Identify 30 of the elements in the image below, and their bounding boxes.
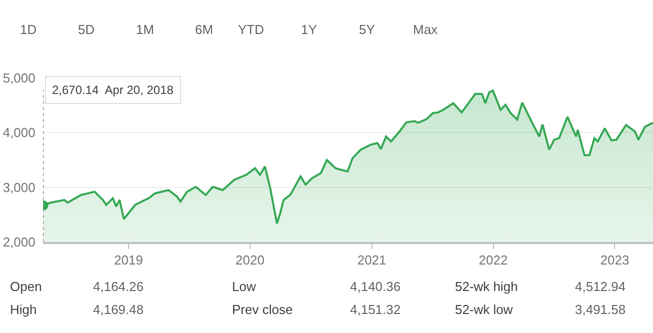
text: Open — [10, 279, 42, 294]
text: 6M — [195, 22, 214, 37]
text: 5D — [78, 22, 95, 37]
x-tick-label: 2020 — [236, 252, 264, 268]
y-tick-label: 4,000 — [2, 125, 36, 140]
text: Prev close — [232, 302, 293, 317]
text: YTD — [238, 22, 264, 37]
text: Low — [232, 279, 256, 294]
x-tick-label: 2019 — [114, 252, 143, 268]
text: 4,512.94 — [575, 279, 626, 294]
x-tick-label: 2023 — [600, 252, 630, 268]
y-tick-label: 5,000 — [2, 70, 36, 86]
text: 1D — [20, 22, 37, 37]
text: 4,140.36 — [350, 279, 401, 294]
text: Max — [413, 22, 438, 37]
y-tick-label: 2,000 — [2, 234, 36, 250]
text: 4,151.32 — [350, 302, 401, 317]
text: 52-wk low — [455, 302, 514, 317]
text: High — [10, 302, 37, 317]
annotation: 2,670.14 Apr 20, 2018 — [52, 83, 174, 97]
x-tick-label: 2021 — [357, 252, 386, 268]
text: 1Y — [301, 22, 318, 37]
text: 4,169.48 — [93, 302, 144, 317]
text: 3,491.58 — [575, 302, 626, 317]
y-tick-label: 3,000 — [2, 180, 36, 195]
text: 4,164.26 — [93, 279, 144, 294]
text: 52-wk high — [455, 279, 518, 294]
x-tick-label: 2022 — [478, 252, 508, 268]
text: 1M — [136, 22, 154, 37]
text: 5Y — [359, 22, 376, 37]
